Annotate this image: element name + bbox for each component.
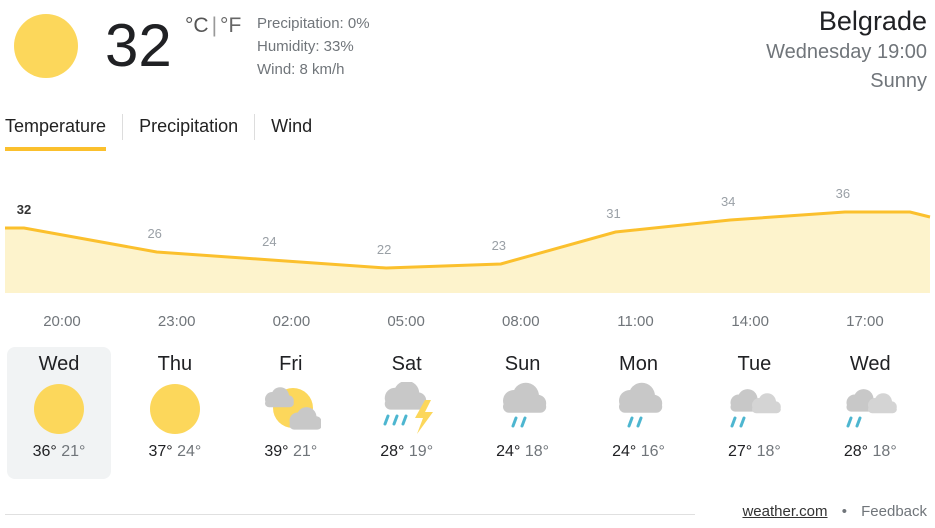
showers-icon	[730, 389, 782, 428]
day-card-thu[interactable]: Thu 37° 24°	[123, 347, 227, 479]
high-temp: 39°	[264, 443, 289, 460]
day-name: Mon	[619, 353, 658, 375]
time-label: 05:00	[387, 313, 425, 330]
day-temps: 24° 16°	[587, 443, 691, 461]
celsius-toggle[interactable]: °C	[185, 14, 209, 37]
high-temp: 28°	[380, 443, 405, 460]
chart-line	[5, 210, 931, 270]
current-details: Precipitation: 0% Humidity: 33% Wind: 8 …	[257, 12, 370, 81]
low-temp: 18°	[524, 443, 550, 460]
chart-tabs: Temperature Precipitation Wind	[5, 112, 328, 151]
day-card-tue[interactable]: Tue 27° 18°	[702, 347, 806, 479]
sunny-icon	[34, 384, 84, 434]
time-label: 17:00	[846, 313, 884, 330]
time-label: 20:00	[43, 313, 81, 330]
day-card-mon[interactable]: Mon 24° 16°	[587, 347, 691, 479]
time-label: 02:00	[273, 313, 311, 330]
day-temps: 28° 19°	[355, 443, 459, 461]
data-label: 31	[606, 206, 620, 221]
high-temp: 24°	[496, 443, 521, 460]
tab-divider	[122, 114, 124, 140]
day-name: Fri	[279, 353, 303, 375]
tab-temperature[interactable]: Temperature	[5, 112, 107, 151]
precipitation-text: Precipitation: 0%	[257, 15, 370, 32]
thunderstorm-icon	[383, 380, 433, 434]
day-card-wed[interactable]: Wed 36° 21°	[7, 347, 111, 479]
fahrenheit-toggle[interactable]: °F	[220, 14, 242, 37]
footer-divider	[5, 514, 695, 515]
day-temps: 24° 18°	[471, 443, 575, 461]
day-name: Tue	[737, 353, 772, 375]
unit-toggle: °C | °F	[185, 14, 241, 38]
day-name: Sat	[391, 353, 422, 375]
high-temp: 24°	[612, 443, 637, 460]
humidity-text: Humidity: 33%	[257, 38, 354, 55]
high-temp: 27°	[727, 443, 753, 460]
day-card-sat[interactable]: Sat 28° 19°	[355, 347, 459, 479]
day-name: Wed	[38, 353, 80, 375]
footer-dot: •	[841, 503, 847, 520]
time-label: 23:00	[158, 313, 196, 330]
data-label: 24	[262, 234, 276, 249]
temperature-chart: 32 20:00 26 23:00 24 02:00 22 05:00 23 08:00 31 11:…	[5, 186, 931, 330]
tab-precipitation[interactable]: Precipitation	[139, 116, 239, 136]
time-label: 08:00	[502, 313, 540, 330]
low-temp: 18°	[872, 443, 897, 460]
data-label: 26	[147, 226, 161, 241]
day-card-wed[interactable]: Wed 28° 18°	[818, 347, 922, 479]
footer: weather.com • Feedback	[742, 503, 927, 520]
day-card-sun[interactable]: Sun 24° 18°	[471, 347, 575, 479]
weather-com-link[interactable]: weather.com	[742, 503, 828, 520]
location-block: Belgrade Wednesday 19:00 Sunny	[766, 4, 927, 96]
day-temps: 37° 24°	[123, 443, 227, 461]
data-label: 32	[17, 202, 31, 217]
time-label: 14:00	[731, 313, 769, 330]
tab-divider	[254, 114, 256, 140]
chart-area	[5, 212, 930, 293]
data-label: 22	[377, 242, 391, 257]
low-temp: 21°	[61, 443, 86, 460]
high-temp: 37°	[148, 443, 173, 460]
day-name: Wed	[849, 353, 891, 375]
day-temps: 36° 21°	[7, 443, 111, 461]
low-temp: 21°	[293, 443, 318, 460]
feedback-link[interactable]: Feedback	[861, 503, 927, 520]
tab-wind[interactable]: Wind	[271, 116, 313, 136]
showers-icon	[846, 389, 898, 428]
day-temps: 28° 18°	[818, 443, 922, 461]
low-temp: 19°	[408, 443, 434, 460]
data-label: 36	[836, 186, 850, 201]
date-time: Wednesday 19:00	[766, 41, 927, 63]
unit-separator: |	[211, 14, 218, 37]
city-name: Belgrade	[818, 6, 927, 36]
data-label: 23	[492, 238, 506, 253]
low-temp: 18°	[756, 443, 781, 460]
low-temp: 24°	[177, 443, 202, 460]
time-label: 11:00	[617, 313, 653, 330]
condition: Sunny	[870, 70, 927, 92]
wind-text: Wind: 8 km/h	[257, 61, 345, 78]
day-name: Sun	[504, 353, 541, 375]
rain-icon	[618, 382, 662, 428]
rain-icon	[502, 382, 546, 428]
low-temp: 16°	[640, 443, 665, 460]
sun-icon	[14, 14, 78, 78]
day-temps: 27° 18°	[702, 443, 806, 461]
high-temp: 36°	[32, 443, 57, 460]
partly-cloudy-icon	[264, 387, 322, 430]
current-temperature: 32	[105, 12, 172, 79]
sunny-icon	[149, 384, 200, 434]
data-label: 34	[721, 194, 735, 209]
day-temps: 39° 21°	[239, 443, 343, 461]
high-temp: 28°	[843, 443, 869, 460]
day-card-fri[interactable]: Fri 39° 21°	[239, 347, 343, 479]
day-name: Thu	[157, 353, 193, 375]
